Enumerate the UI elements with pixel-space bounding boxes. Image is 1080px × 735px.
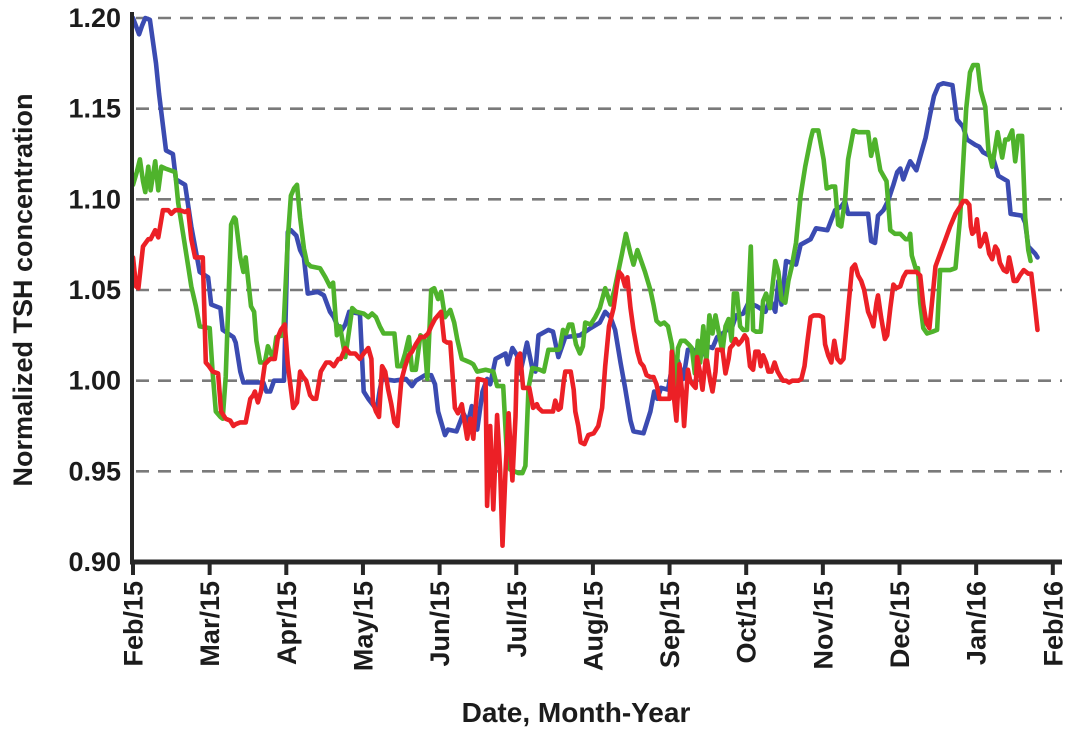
x-tick-label: Jan/16 — [962, 581, 992, 665]
y-tick-label: 1.00 — [68, 366, 121, 396]
y-tick-label: 1.20 — [68, 3, 121, 33]
y-tick-label: 1.05 — [68, 275, 121, 305]
x-tick-label: Feb/15 — [119, 581, 149, 667]
x-tick-label: Oct/15 — [732, 581, 762, 664]
y-tick-label: 1.15 — [68, 94, 121, 124]
y-tick-label: 0.95 — [68, 456, 121, 486]
x-tick-label: Jul/15 — [502, 581, 532, 658]
series-green-line — [130, 62, 1033, 476]
x-tick-label: Feb/16 — [1038, 581, 1068, 667]
series-red-line — [130, 198, 1040, 549]
x-tick-label: Jun/15 — [425, 581, 455, 667]
x-axis-title: Date, Month-Year — [462, 697, 691, 728]
x-tick-label: Aug/15 — [578, 581, 608, 671]
x-tick-label: Nov/15 — [808, 581, 838, 670]
x-tick-label: Apr/15 — [272, 581, 302, 665]
y-tick-label: 1.10 — [68, 184, 121, 214]
x-tick-label: Sep/15 — [655, 581, 685, 668]
x-tick-label: May/15 — [348, 581, 378, 671]
series-blue-line — [130, 15, 1040, 438]
x-tick-label: Mar/15 — [195, 581, 225, 667]
x-tick-label: Dec/15 — [885, 581, 915, 668]
y-axis-title: Normalized TSH concentration — [8, 93, 38, 486]
y-tick-label: 0.90 — [68, 547, 121, 577]
